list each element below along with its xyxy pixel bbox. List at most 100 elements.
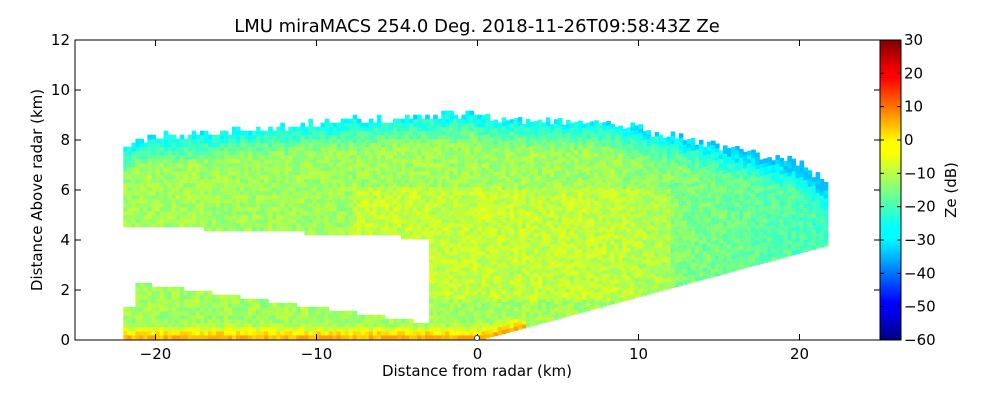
ze-cell xyxy=(236,198,241,204)
ze-cell xyxy=(244,166,249,172)
ze-cell xyxy=(437,222,442,228)
ze-cell xyxy=(513,218,519,223)
ze-cell xyxy=(533,296,539,302)
ze-cell xyxy=(554,191,559,196)
ze-cell xyxy=(473,302,479,308)
ze-cell xyxy=(513,230,519,235)
ze-cell xyxy=(312,218,318,224)
ze-cell xyxy=(131,146,136,152)
ze-cell xyxy=(461,206,466,212)
ze-cell xyxy=(272,170,277,176)
ze-cell xyxy=(167,302,173,308)
ze-cell xyxy=(409,162,414,168)
ze-cell xyxy=(316,174,322,180)
ze-cell xyxy=(517,153,523,158)
ze-cell xyxy=(509,283,515,288)
ze-cell xyxy=(155,334,161,340)
ze-cell xyxy=(292,226,297,232)
ze-cell xyxy=(256,226,261,232)
ze-cell xyxy=(320,194,326,200)
ze-cell xyxy=(288,182,293,188)
ze-cell xyxy=(457,158,462,164)
ze-cell xyxy=(175,286,181,292)
ze-cell xyxy=(397,326,402,332)
ze-cell xyxy=(445,126,450,132)
ze-cell xyxy=(469,302,474,308)
ze-cell xyxy=(433,226,438,232)
ze-cell xyxy=(199,174,205,180)
ze-cell xyxy=(316,142,322,148)
ze-cell xyxy=(320,198,326,204)
ze-cell xyxy=(586,306,591,312)
ze-cell xyxy=(304,322,309,328)
ze-cell xyxy=(554,151,559,156)
ze-cell xyxy=(195,214,201,220)
ze-cell xyxy=(433,330,438,336)
ze-cell xyxy=(445,322,450,328)
ze-cell xyxy=(582,295,587,301)
ze-cell xyxy=(606,289,611,294)
ze-cell xyxy=(219,138,225,144)
ze-cell xyxy=(316,150,322,156)
ze-cell xyxy=(554,199,559,204)
ze-cell xyxy=(219,186,225,192)
ze-cell xyxy=(207,178,213,184)
ze-cell xyxy=(211,334,217,340)
ze-cell xyxy=(493,243,499,249)
ze-cell xyxy=(473,222,479,228)
ze-cell xyxy=(147,302,152,308)
ze-cell xyxy=(481,182,487,188)
ze-cell xyxy=(453,302,458,308)
ze-cell xyxy=(316,170,322,176)
ze-cell xyxy=(372,326,378,332)
ze-cell xyxy=(155,158,161,164)
ze-cell xyxy=(570,150,575,156)
ze-cell xyxy=(533,300,539,306)
ze-cell xyxy=(497,166,503,172)
ze-cell xyxy=(405,174,410,180)
ze-cell xyxy=(167,218,173,224)
ze-cell xyxy=(493,207,499,213)
ze-cell xyxy=(481,178,487,184)
ze-cell xyxy=(215,310,221,316)
ze-cell xyxy=(501,157,507,162)
ze-cell xyxy=(469,178,474,184)
ze-cell xyxy=(312,230,318,236)
ze-cell xyxy=(473,242,479,248)
ze-cell xyxy=(348,126,354,132)
ze-cell xyxy=(421,118,426,124)
ze-cell xyxy=(465,302,470,308)
ze-cell xyxy=(425,146,430,152)
ze-cell xyxy=(195,142,201,148)
ze-cell xyxy=(517,217,523,222)
ze-cell xyxy=(477,306,483,312)
ze-cell xyxy=(558,218,563,223)
ze-cell xyxy=(441,150,446,156)
ze-cell xyxy=(461,278,466,284)
ze-cell xyxy=(477,214,483,220)
ze-cell xyxy=(276,202,281,208)
ze-cell xyxy=(441,274,446,280)
ze-cell xyxy=(368,186,374,192)
ze-cell xyxy=(505,168,511,173)
ze-cell xyxy=(384,158,390,164)
ze-cell xyxy=(489,300,495,306)
ze-cell xyxy=(151,214,157,220)
ze-cell xyxy=(332,222,338,228)
ze-cell xyxy=(533,288,539,294)
ze-cell xyxy=(316,130,322,136)
ze-cell xyxy=(372,210,378,216)
ze-cell xyxy=(159,142,165,148)
ze-cell xyxy=(513,322,519,327)
ze-cell xyxy=(211,202,217,208)
ze-cell xyxy=(211,174,217,180)
ze-cell xyxy=(159,158,165,164)
ze-cell xyxy=(525,298,531,304)
ze-cell xyxy=(477,126,483,132)
ze-cell xyxy=(413,150,418,156)
ze-cell xyxy=(477,258,483,264)
ze-cell xyxy=(187,166,193,172)
ze-cell xyxy=(296,322,301,328)
ze-cell xyxy=(590,205,595,210)
ze-cell xyxy=(131,306,136,312)
